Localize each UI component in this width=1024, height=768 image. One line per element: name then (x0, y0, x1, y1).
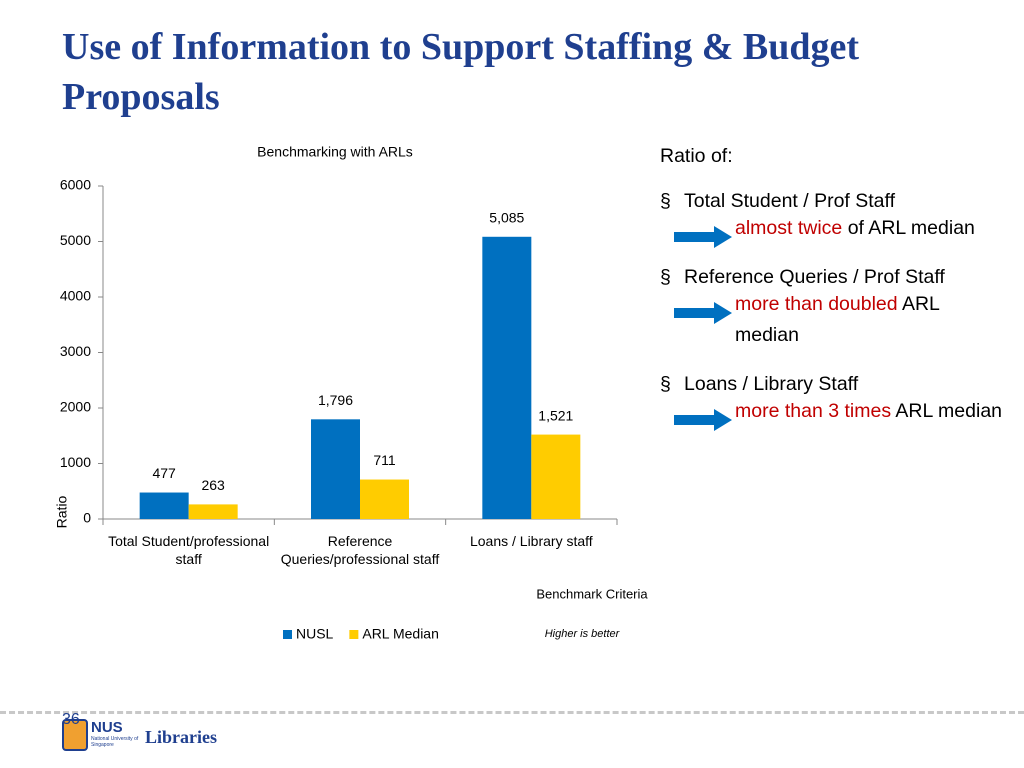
y-tick-label: 0 (83, 510, 91, 526)
panel: Ratio of: § Total Student / Prof Staff alm… (660, 145, 1020, 431)
item-result: almost twice of ARL median (735, 213, 1005, 244)
crest (62, 719, 88, 751)
slide-title: Use of Information to Support Staffing &… (62, 26, 859, 118)
logo-text: NUS (91, 719, 123, 736)
note: Higher is better (545, 628, 621, 640)
y-axis-label: Ratio (54, 495, 70, 528)
panel-item: § Reference Queries / Prof Staff more than… (660, 266, 1020, 351)
data-label: 711 (373, 452, 396, 468)
data-label: 5,085 (489, 209, 524, 225)
legend-label: ARL Median (362, 626, 439, 642)
logo-sub: National University of Singapore (91, 736, 139, 748)
bar (531, 434, 581, 519)
item-label: Reference Queries / Prof Staff (684, 266, 945, 288)
x-tick-label: Total Student/professional staff (108, 533, 270, 567)
logo-sub-box: National University of Singapore (91, 736, 139, 748)
bar (311, 419, 360, 519)
x-tick-label: Reference Queries/professional staff (280, 533, 440, 567)
y-tick-label: 5000 (60, 232, 91, 248)
footer-logo: NUS National University of Singapore 36 … (62, 712, 217, 751)
item-label: Total Student / Prof Staff (684, 190, 896, 212)
y-tick-label: 4000 (60, 288, 91, 304)
item-highlight: more than 3 times (735, 400, 892, 422)
bar (360, 479, 409, 519)
bullet: § (660, 190, 671, 212)
item-rest: ARL median (735, 293, 940, 346)
y-tick-label: 3000 (60, 343, 91, 359)
item-rest: of ARL median (847, 217, 975, 239)
item-rest: ARL median (895, 400, 1003, 422)
item-label: Loans / Library Staff (684, 373, 859, 395)
panel-heading: Ratio of: (660, 145, 733, 167)
y-tick-label: 2000 (60, 399, 91, 415)
x-axis-label: Benchmark Criteria (536, 586, 648, 601)
chart-title: Benchmarking with ARLs (257, 144, 413, 160)
panel-item: § Loans / Library Staff more than 3 times … (660, 373, 1020, 431)
arrow-shape (674, 226, 732, 248)
bar (139, 492, 189, 519)
brand: Libraries (145, 727, 217, 747)
y-tick-label: 1000 (60, 454, 91, 470)
panel-item: § Total Student / Prof Staff almost twice … (660, 190, 1020, 248)
legend-label: NUSL (296, 626, 334, 642)
data-label: 477 (152, 465, 176, 481)
page-number: 36 (62, 712, 80, 728)
bullet: § (660, 266, 671, 288)
item-highlight: more than doubled (735, 293, 898, 315)
arrow (674, 409, 732, 431)
arrow-shape (674, 409, 732, 431)
y-tick-label: 6000 (60, 177, 91, 193)
item-result: more than doubled ARL median (735, 289, 1005, 351)
data-label: 263 (201, 477, 225, 493)
arrow (674, 302, 732, 324)
bar (188, 504, 238, 519)
data-label: 1,521 (538, 407, 573, 423)
legend-swatch (349, 630, 359, 639)
bar (482, 236, 532, 519)
legend-swatch (283, 630, 292, 639)
arrow-shape (674, 302, 732, 324)
arrow (674, 226, 732, 248)
footer-divider (0, 711, 1024, 714)
data-label: 1,796 (318, 392, 353, 408)
bullet: § (660, 373, 671, 395)
x-tick-label: Loans / Library staff (469, 533, 593, 549)
item-highlight: almost twice (735, 217, 843, 239)
item-result: more than 3 times ARL median (735, 396, 1005, 427)
